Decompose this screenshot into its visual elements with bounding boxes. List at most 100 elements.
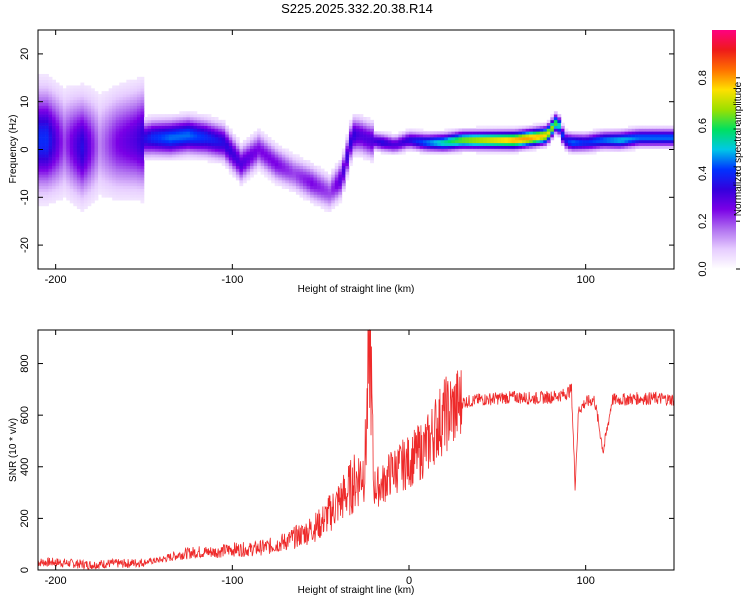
heatmap-cell: [274, 142, 279, 146]
heatmap-cell: [136, 142, 141, 146]
heatmap-cell: [299, 171, 304, 175]
heatmap-cell: [384, 145, 389, 149]
heatmap-cell: [232, 148, 237, 152]
heatmap-cell: [168, 114, 173, 118]
heatmap-cell: [55, 191, 60, 195]
heatmap-cell: [94, 96, 99, 101]
snr-frame: [37, 329, 675, 571]
heatmap-cell: [48, 157, 53, 161]
heatmap-cell: [38, 125, 42, 129]
heatmap-cell: [299, 177, 304, 181]
heatmap-cell: [101, 151, 106, 155]
heatmap-cell: [341, 188, 346, 192]
heatmap-cell: [356, 154, 360, 158]
heatmap-cell: [281, 160, 286, 164]
heatmap-cell: [161, 137, 166, 141]
heatmap-cell: [45, 99, 49, 103]
heatmap-cell: [112, 105, 117, 109]
heatmap-cell: [182, 119, 187, 124]
heatmap-cell: [529, 139, 533, 144]
heatmap-cell: [59, 188, 64, 192]
heatmap-cell: [536, 122, 541, 126]
heatmap-cell: [253, 151, 258, 155]
heatmap-cell: [525, 142, 530, 146]
heatmap-cell: [635, 142, 639, 146]
heatmap-cell: [433, 148, 438, 152]
heatmap-cell: [69, 134, 74, 138]
heatmap-cell: [69, 162, 74, 167]
heatmap-cell: [242, 180, 247, 184]
heatmap-cell: [41, 88, 46, 92]
heatmap-cell: [129, 174, 134, 178]
heatmap-cell: [52, 182, 56, 187]
heatmap-cell: [635, 131, 639, 135]
heatmap-cell: [543, 125, 548, 129]
heatmap-cell: [628, 145, 632, 149]
heatmap-cell: [66, 119, 71, 124]
heatmap-cell: [511, 134, 516, 138]
heatmap-cell: [476, 145, 480, 149]
heatmap-cell: [613, 142, 618, 146]
heatmap-cell: [66, 182, 71, 187]
heatmap-cell: [115, 168, 120, 172]
heatmap-cell: [387, 148, 392, 152]
heatmap-cell: [140, 108, 145, 112]
heatmap-cell: [649, 145, 654, 149]
heatmap-cell: [479, 142, 484, 146]
heatmap-cell: [48, 168, 53, 172]
heatmap-cell: [341, 171, 346, 175]
heatmap-cell: [532, 145, 537, 149]
heatmap-cell: [80, 160, 85, 164]
heatmap-cell: [165, 117, 170, 121]
heatmap-cell: [115, 96, 120, 101]
heatmap-cell: [264, 160, 268, 164]
heatmap-cell: [401, 139, 406, 144]
heatmap-cell: [292, 157, 297, 161]
heatmap-cell: [348, 119, 353, 124]
heatmap-cell: [310, 177, 314, 181]
heatmap-cell: [430, 148, 435, 152]
heatmap-cell: [83, 145, 88, 149]
heatmap-cell: [62, 177, 67, 181]
heatmap-cell: [621, 134, 625, 138]
heatmap-cell: [151, 128, 155, 132]
heatmap-cell: [136, 145, 141, 149]
heatmap-cell: [536, 131, 541, 135]
heatmap-cell: [94, 162, 99, 167]
heatmap-cell: [260, 139, 265, 144]
heatmap-cell: [62, 171, 67, 175]
heatmap-cell: [62, 134, 67, 138]
heatmap-cell: [546, 137, 551, 141]
heatmap-cell: [462, 142, 466, 146]
heatmap-cell: [313, 174, 318, 178]
heatmap-cell: [250, 160, 254, 164]
heatmap-cell: [59, 99, 64, 103]
heatmap-cell: [652, 137, 657, 141]
heatmap-cell: [45, 185, 49, 189]
heatmap-cell: [589, 145, 594, 149]
heatmap-cell: [140, 79, 145, 83]
heatmap-cell: [246, 145, 251, 149]
heatmap-cell: [126, 151, 131, 155]
heatmap-cell: [144, 145, 148, 149]
heatmap-cell: [507, 125, 512, 129]
heatmap-cell: [356, 151, 360, 155]
heatmap-cell: [204, 125, 208, 129]
heatmap-cell: [94, 151, 99, 155]
heatmap-cell: [115, 197, 120, 201]
heatmap-cell: [348, 128, 353, 132]
heatmap-cell: [235, 157, 240, 161]
heatmap-cell: [38, 139, 42, 144]
heatmap-cell: [172, 134, 177, 138]
heatmap-cell: [59, 151, 64, 155]
heatmap-cell: [387, 151, 392, 155]
heatmap-cell: [133, 108, 138, 112]
heatmap-cell: [126, 162, 131, 167]
heatmap-cell: [73, 102, 78, 106]
heatmap-cell: [168, 134, 173, 138]
heatmap-cell: [98, 102, 102, 106]
heatmap-cell: [108, 131, 113, 135]
heatmap-cell: [599, 131, 604, 135]
heatmap-cell: [585, 134, 590, 138]
heatmap-cell: [613, 131, 618, 135]
